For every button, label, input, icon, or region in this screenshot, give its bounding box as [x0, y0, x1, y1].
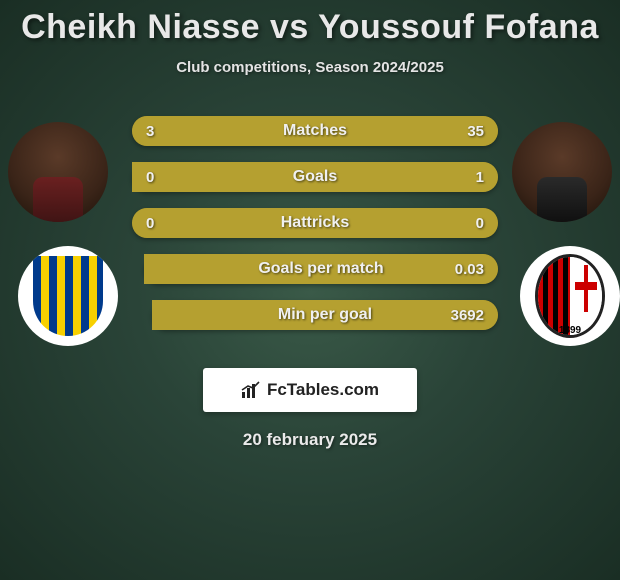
stat-value-right: 3692 — [451, 307, 484, 324]
stat-label: Goals — [132, 168, 498, 186]
club-right-badge: 1899 — [520, 246, 620, 346]
face-placeholder-icon — [512, 122, 612, 222]
stat-value-right: 35 — [467, 123, 484, 140]
page-title: Cheikh Niasse vs Youssouf Fofana — [0, 0, 620, 47]
stat-row: 0Goals1 — [132, 162, 498, 192]
stat-value-right: 0.03 — [455, 261, 484, 278]
stat-label: Min per goal — [152, 306, 498, 324]
player-left-avatar — [8, 122, 108, 222]
brand-card: FcTables.com — [203, 368, 417, 412]
comparison-panel: 1899 3Matches350Goals10Hattricks0Goals p… — [0, 104, 620, 364]
stat-value-right: 0 — [476, 215, 484, 232]
stat-row: 3Matches35 — [132, 116, 498, 146]
stat-label: Hattricks — [132, 214, 498, 232]
player-right-avatar — [512, 122, 612, 222]
stat-value-right: 1 — [476, 169, 484, 186]
stat-label: Matches — [132, 122, 498, 140]
stat-row: Min per goal3692 — [152, 300, 498, 330]
stat-row: Goals per match0.03 — [144, 254, 498, 284]
stat-label: Goals per match — [144, 260, 498, 278]
club-year: 1899 — [520, 325, 620, 336]
hellas-verona-icon — [18, 246, 118, 346]
brand-text: FcTables.com — [267, 380, 379, 400]
club-left-badge — [18, 246, 118, 346]
subtitle: Club competitions, Season 2024/2025 — [0, 59, 620, 76]
ac-milan-icon: 1899 — [520, 246, 620, 346]
face-placeholder-icon — [8, 122, 108, 222]
date-text: 20 february 2025 — [0, 430, 620, 450]
stat-row: 0Hattricks0 — [132, 208, 498, 238]
stats-bars: 3Matches350Goals10Hattricks0Goals per ma… — [132, 116, 498, 346]
chart-icon — [241, 381, 261, 399]
